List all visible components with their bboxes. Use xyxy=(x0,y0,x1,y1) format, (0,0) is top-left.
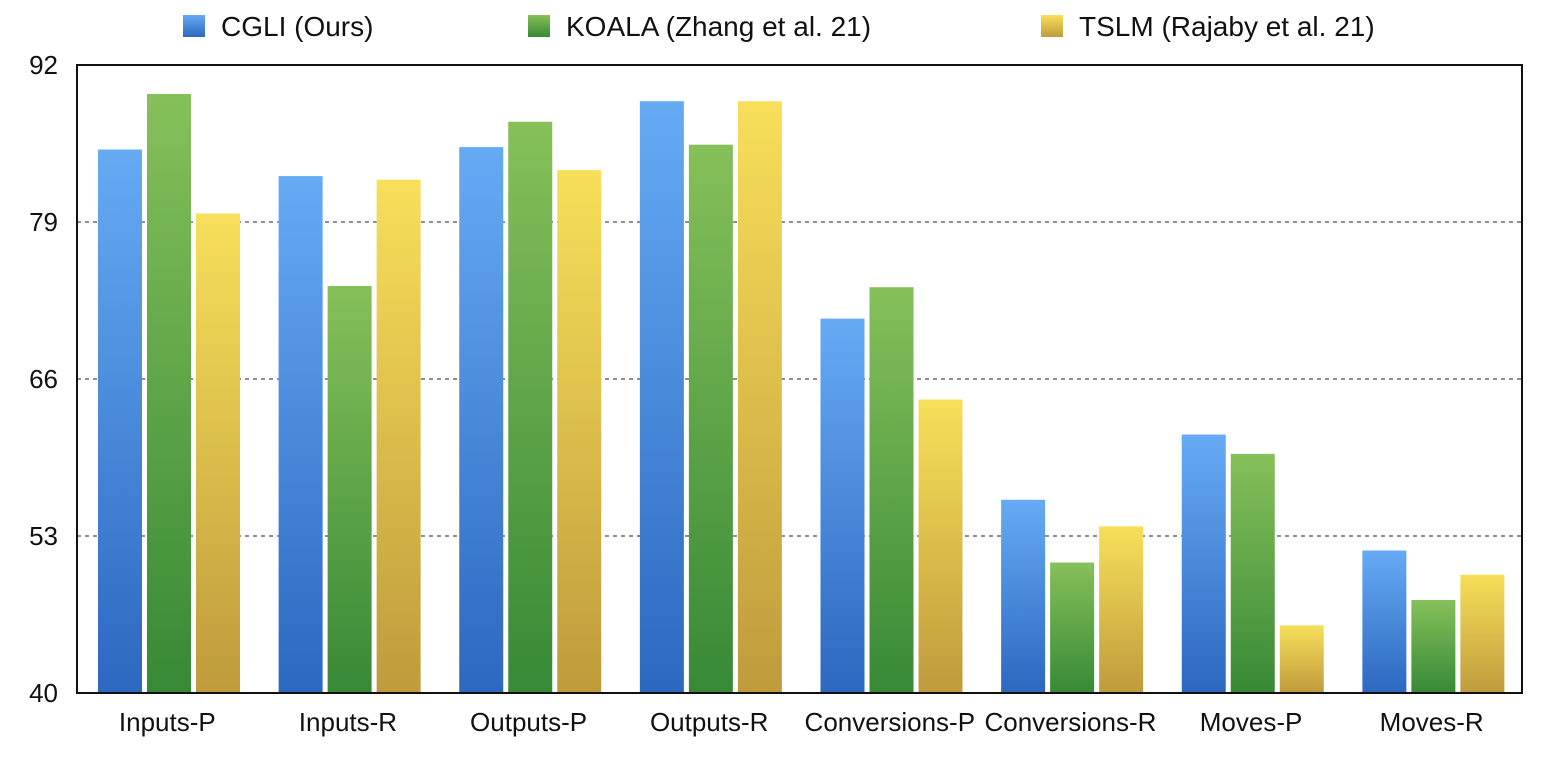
legend-item: CGLI (Ours) xyxy=(183,11,373,42)
bar xyxy=(98,149,142,694)
y-tick-label: 79 xyxy=(29,207,58,237)
bar xyxy=(1099,526,1144,693)
bar xyxy=(918,399,963,693)
bar xyxy=(557,170,602,694)
y-tick-label: 53 xyxy=(29,521,58,551)
bar xyxy=(327,286,372,693)
bar xyxy=(1181,434,1226,693)
legend-swatch xyxy=(1041,15,1063,37)
bar xyxy=(639,101,684,693)
bar xyxy=(278,176,323,694)
x-tick-label: Conversions-P xyxy=(805,707,976,737)
bar xyxy=(820,318,865,693)
bar xyxy=(459,147,504,694)
y-tick-label: 92 xyxy=(29,50,58,80)
x-tick-label: Moves-R xyxy=(1380,707,1484,737)
x-tick-label: Moves-P xyxy=(1200,707,1303,737)
bar xyxy=(147,93,191,693)
bar xyxy=(376,179,421,693)
y-tick-label: 66 xyxy=(29,364,58,394)
x-tick-label: Outputs-P xyxy=(470,707,587,737)
legend-label: CGLI (Ours) xyxy=(221,11,373,42)
bar xyxy=(737,101,782,693)
legend-swatch xyxy=(183,15,205,37)
legend-item: KOALA (Zhang et al. 21) xyxy=(528,11,871,42)
plot-border xyxy=(76,64,1523,694)
legend-label: KOALA (Zhang et al. 21) xyxy=(566,11,871,42)
legend-swatch xyxy=(528,15,550,37)
x-tick-label: Outputs-R xyxy=(650,707,769,737)
bar xyxy=(1460,574,1505,693)
x-axis: Inputs-P Inputs-R Outputs-P Outputs-R Conver… xyxy=(119,707,1484,737)
bar xyxy=(1050,562,1095,693)
legend-item: TSLM (Rajaby et al. 21) xyxy=(1041,11,1375,42)
x-tick-label: Inputs-R xyxy=(299,707,397,737)
bar xyxy=(869,287,914,693)
bar xyxy=(688,144,733,693)
x-tick-label: Conversions-R xyxy=(984,707,1156,737)
bar xyxy=(1362,550,1407,693)
bar xyxy=(1279,625,1324,693)
bars xyxy=(98,93,1505,694)
legend-label: TSLM (Rajaby et al. 21) xyxy=(1079,11,1375,42)
legend: CGLI (Ours) KOALA (Zhang et al. 21) TSLM (… xyxy=(183,11,1375,42)
bar xyxy=(508,121,553,693)
plot-frame xyxy=(76,64,1523,694)
x-tick-label: Inputs-P xyxy=(119,707,216,737)
y-tick-label: 40 xyxy=(29,678,58,708)
bar xyxy=(1230,453,1275,693)
bar xyxy=(196,213,240,694)
bar xyxy=(1001,499,1046,693)
bar xyxy=(1411,600,1456,693)
y-axis: 40 53 66 79 92 xyxy=(29,50,58,708)
